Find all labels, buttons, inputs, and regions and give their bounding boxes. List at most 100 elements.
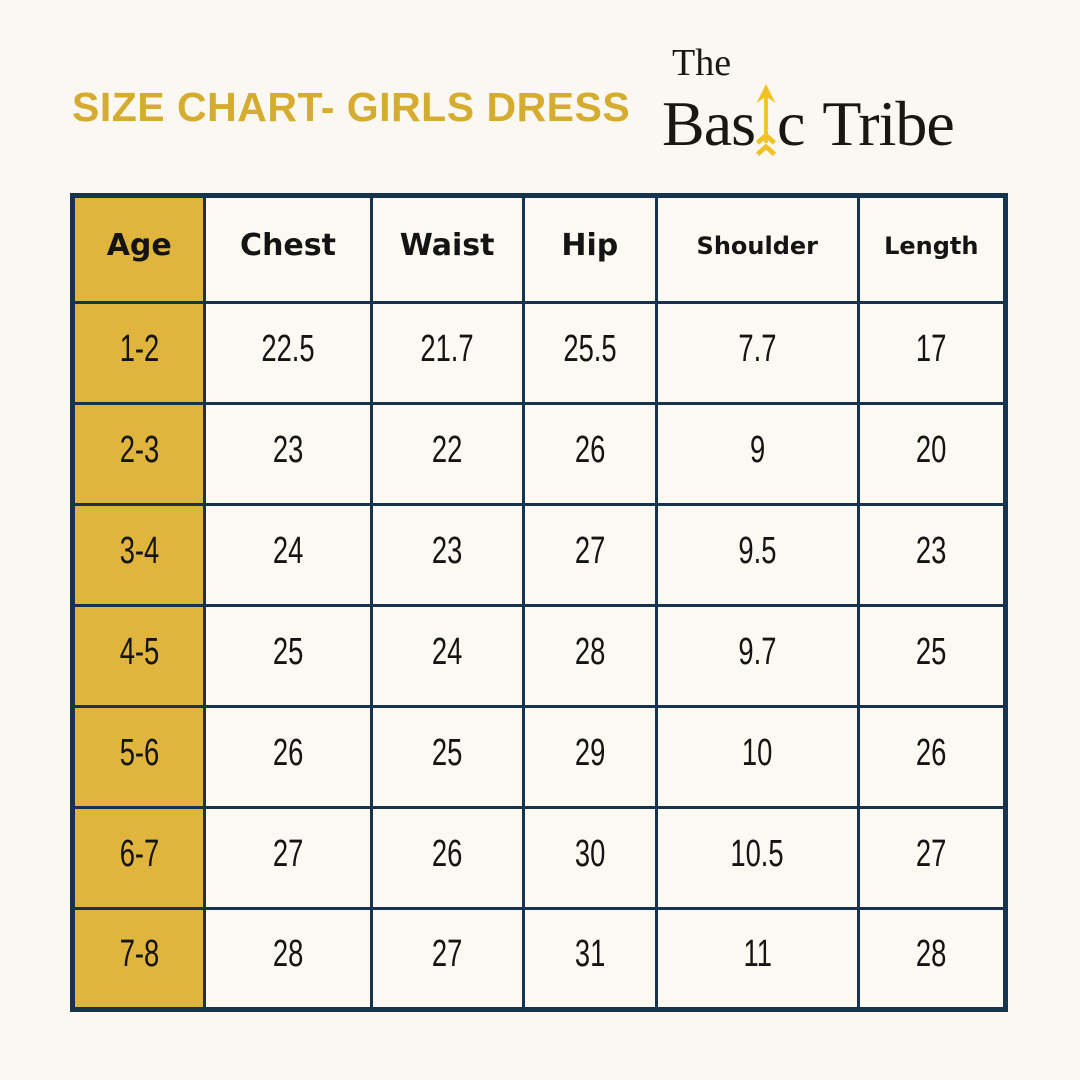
measurement-cell: 24 — [369, 604, 525, 708]
measurement-cell: 27 — [521, 503, 659, 607]
table-row: 7-8 28 27 31 11 28 — [70, 907, 1008, 1011]
cell-value: 7.7 — [738, 327, 777, 370]
measurement-cell: 25 — [369, 705, 525, 809]
measurement-cell: 23 — [369, 503, 525, 607]
measurement-cell: 9.5 — [655, 503, 860, 607]
logo-word-the: The — [672, 42, 732, 84]
cell-value: 30 — [574, 832, 606, 875]
cell-value: 22 — [431, 428, 463, 471]
age-cell: 7-8 — [70, 907, 207, 1011]
table-row: 2-3 23 22 26 9 20 — [70, 402, 1008, 506]
age-cell: 5-6 — [70, 705, 207, 809]
cell-value: 17 — [916, 327, 947, 370]
measurement-cell: 26 — [369, 806, 525, 910]
cell-value: 28 — [916, 933, 947, 975]
page-title: SIZE CHART- GIRLS DRESS — [72, 84, 631, 130]
table-row: 6-7 27 26 30 10.5 27 — [70, 806, 1008, 910]
measurement-cell: 28 — [856, 907, 1008, 1011]
cell-value: 28 — [272, 933, 304, 975]
table-row: 4-5 25 24 28 9.7 25 — [70, 604, 1008, 708]
table-header-row: Age Chest Waist Hip Shoulder Length — [70, 194, 1008, 304]
age-cell: 1-2 — [70, 301, 207, 405]
measurement-cell: 9.7 — [655, 604, 860, 708]
logo-word-tribe: Tribe — [822, 88, 954, 159]
measurement-cell: 21.7 — [369, 301, 525, 405]
cell-value: 23 — [916, 529, 947, 572]
age-cell: 4-5 — [70, 604, 207, 708]
cell-value: 24 — [431, 630, 463, 673]
measurement-cell: 25 — [856, 604, 1008, 708]
measurement-cell: 17 — [856, 301, 1008, 405]
cell-value: 6-7 — [119, 832, 160, 875]
measurement-cell: 27 — [369, 907, 525, 1011]
measurement-cell: 23 — [856, 503, 1008, 607]
cell-value: 9 — [749, 428, 765, 471]
cell-value: 5-6 — [119, 731, 160, 774]
cell-value: 10.5 — [730, 832, 784, 875]
measurement-cell: 24 — [203, 503, 373, 607]
measurement-cell: 20 — [856, 402, 1008, 506]
measurement-cell: 22.5 — [203, 301, 373, 405]
logo-wordmark: Bas c Tribe — [662, 84, 1002, 159]
cell-value: 23 — [272, 428, 304, 471]
measurement-cell: 9 — [655, 402, 860, 506]
measurement-cell: 10 — [655, 705, 860, 809]
measurement-cell: 26 — [856, 705, 1008, 809]
cell-value: 25.5 — [563, 327, 617, 370]
cell-value: 27 — [916, 832, 947, 875]
column-header-waist: Waist — [369, 194, 525, 304]
table-row: 1-2 22.5 21.7 25.5 7.7 17 — [70, 301, 1008, 405]
cell-value: 24 — [272, 529, 304, 572]
brand-logo: The Bas c Tribe — [662, 42, 1002, 159]
cell-value: 26 — [431, 832, 463, 875]
measurement-cell: 25.5 — [521, 301, 659, 405]
cell-value: 7-8 — [119, 933, 160, 975]
cell-value: 28 — [574, 630, 606, 673]
table-body: 1-2 22.5 21.7 25.5 7.7 17 2-3 23 22 26 9 20 3-4 24 23 2… — [70, 301, 1008, 1011]
column-header-hip: Hip — [521, 194, 659, 304]
cell-value: 11 — [743, 933, 772, 975]
cell-value: 10 — [742, 731, 773, 774]
logo-word-basic-prefix: Bas — [662, 88, 756, 159]
cell-value: 26 — [272, 731, 304, 774]
measurement-cell: 28 — [203, 907, 373, 1011]
cell-value: 27 — [431, 933, 463, 975]
measurement-cell: 30 — [521, 806, 659, 910]
up-arrow-icon — [755, 84, 777, 157]
cell-value: 9.5 — [738, 529, 777, 572]
measurement-cell: 27 — [856, 806, 1008, 910]
cell-value: 27 — [272, 832, 304, 875]
cell-value: 9.7 — [738, 630, 777, 673]
cell-value: 22.5 — [261, 327, 315, 370]
measurement-cell: 11 — [655, 907, 860, 1011]
cell-value: 26 — [916, 731, 947, 774]
cell-value: 25 — [272, 630, 304, 673]
cell-value: 25 — [431, 731, 463, 774]
measurement-cell: 29 — [521, 705, 659, 809]
measurement-cell: 31 — [521, 907, 659, 1011]
cell-value: 20 — [916, 428, 947, 471]
column-header-length: Length — [856, 194, 1008, 304]
measurement-cell: 23 — [203, 402, 373, 506]
measurement-cell: 28 — [521, 604, 659, 708]
cell-value: 31 — [574, 933, 606, 975]
measurement-cell: 22 — [369, 402, 525, 506]
age-cell: 2-3 — [70, 402, 207, 506]
column-header-shoulder: Shoulder — [655, 194, 860, 304]
logo-word-basic-suffix: c — [777, 88, 805, 159]
measurement-cell: 27 — [203, 806, 373, 910]
table-header: Age Chest Waist Hip Shoulder Length — [70, 194, 1008, 304]
table-row: 3-4 24 23 27 9.5 23 — [70, 503, 1008, 607]
age-cell: 3-4 — [70, 503, 207, 607]
measurement-cell: 7.7 — [655, 301, 860, 405]
column-header-chest: Chest — [203, 194, 373, 304]
measurement-cell: 26 — [203, 705, 373, 809]
cell-value: 23 — [431, 529, 463, 572]
measurement-cell: 10.5 — [655, 806, 860, 910]
cell-value: 21.7 — [420, 327, 474, 370]
cell-value: 3-4 — [119, 529, 160, 572]
cell-value: 25 — [916, 630, 947, 673]
measurement-cell: 25 — [203, 604, 373, 708]
table-row: 5-6 26 25 29 10 26 — [70, 705, 1008, 809]
